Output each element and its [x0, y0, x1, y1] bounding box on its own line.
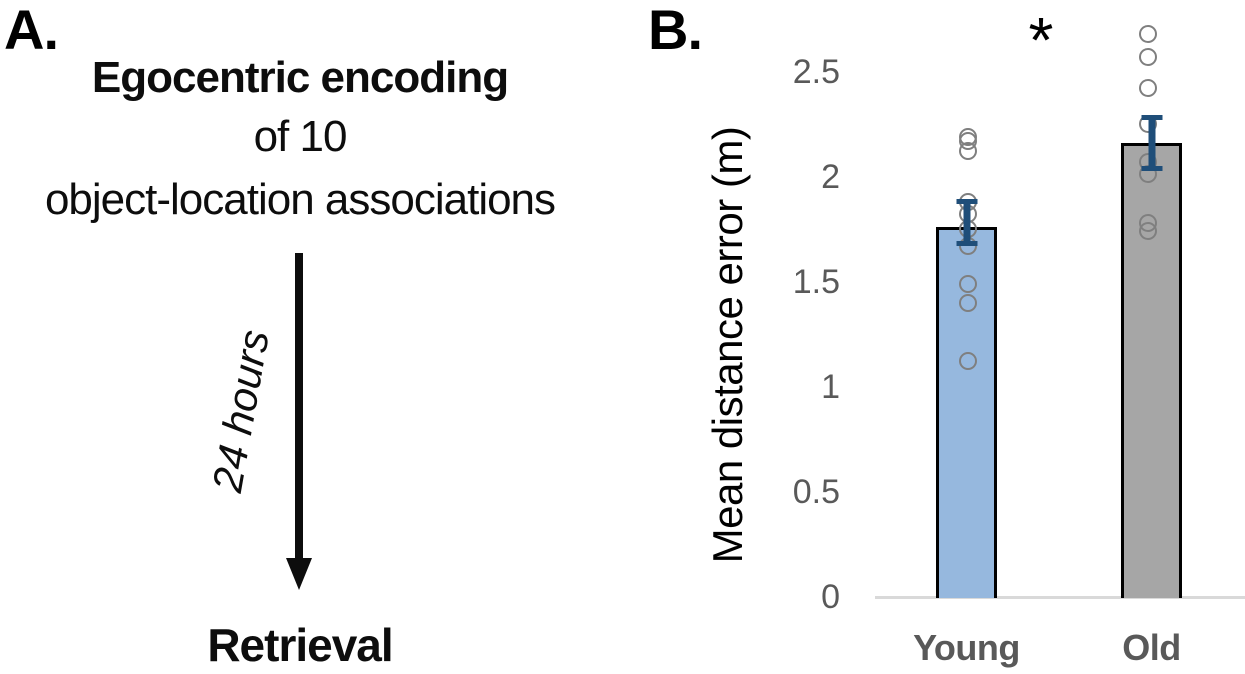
- data-point-young: [958, 352, 977, 371]
- y-tick-label: 2: [821, 157, 840, 196]
- retrieval-label: Retrieval: [207, 619, 393, 671]
- category-label-young: Young: [913, 627, 1020, 668]
- error-bar-shaft: [963, 201, 970, 244]
- y-tick-label: 2.5: [792, 52, 840, 91]
- data-point-old: [1139, 24, 1157, 43]
- data-point-old: [1139, 79, 1157, 98]
- panel-a: A. Egocentric encoding of 10 object-loca…: [0, 0, 620, 674]
- category-label-old: Old: [1122, 627, 1181, 668]
- data-point-young: [958, 142, 977, 161]
- encoding-subtitle2: object-location associations: [44, 175, 556, 224]
- down-arrow-shaft: [295, 253, 303, 559]
- significance-asterisk: *: [1028, 4, 1054, 76]
- y-tick-label: 1: [821, 367, 840, 406]
- data-point-old: [1139, 222, 1157, 241]
- error-bar-cap-top: [956, 199, 977, 205]
- encoding-title: Egocentric encoding: [91, 53, 509, 102]
- panel-a-label: A.: [4, 0, 59, 61]
- data-point-young: [958, 274, 977, 293]
- encoding-subtitle: of 10: [253, 112, 348, 161]
- y-tick-label: 0.5: [792, 472, 840, 511]
- data-point-young: [958, 293, 977, 312]
- error-bar-cap-bottom: [1141, 165, 1162, 171]
- data-point-old: [1139, 47, 1157, 66]
- bar-old: [1121, 142, 1182, 599]
- panel-b: B.: [620, 0, 1245, 674]
- error-bar-shaft: [1148, 117, 1155, 169]
- error-bar-cap-top: [1141, 115, 1162, 121]
- y-tick-label: 1.5: [792, 262, 840, 301]
- x-axis-line: [875, 595, 1245, 599]
- down-arrow-head: [286, 558, 312, 590]
- error-bar-cap-bottom: [956, 241, 977, 247]
- panel-b-label: B.: [648, 0, 703, 61]
- y-tick-label: 0: [821, 577, 840, 616]
